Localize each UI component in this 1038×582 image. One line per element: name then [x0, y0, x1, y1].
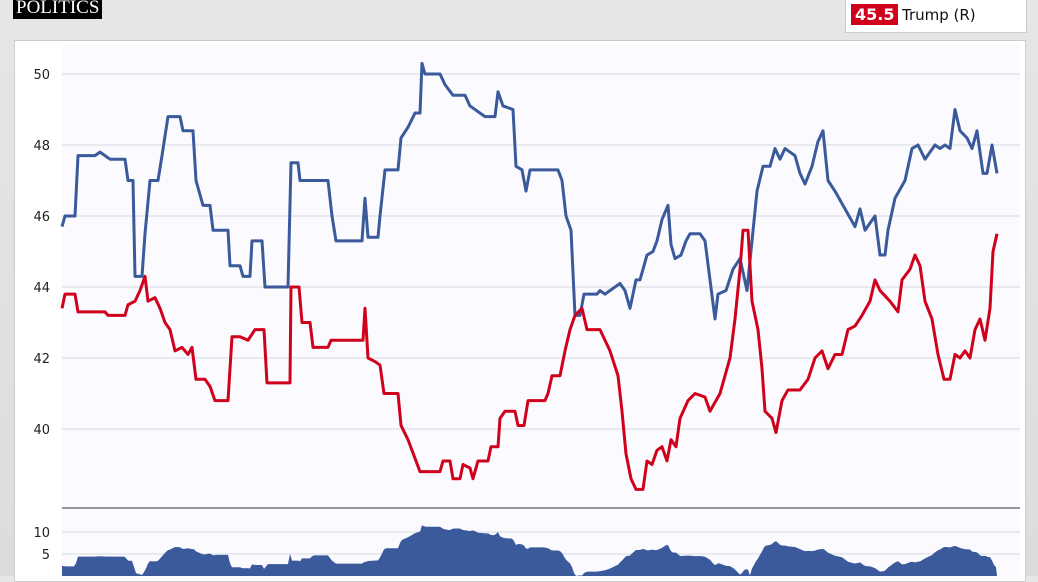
trump-line[interactable]: [60, 228, 999, 491]
legend: 45.5 Trump (R): [845, 0, 1027, 33]
spread-area: [62, 525, 997, 576]
y-tick-label: 44: [33, 281, 50, 296]
trump-value-badge: 45.5: [851, 4, 899, 25]
politics-logo[interactable]: POLITICS: [13, 0, 103, 19]
y-tick-label: 40: [33, 423, 50, 438]
trump-legend-label: Trump (R): [902, 6, 976, 24]
plot-background: [62, 44, 1020, 576]
y-tick-label: 46: [33, 210, 50, 225]
y-tick-label: 42: [33, 352, 50, 367]
y-tick-label: 50: [33, 68, 50, 83]
spread-y-tick-label: 5: [42, 548, 50, 563]
y-tick-label: 48: [33, 139, 50, 154]
spread-y-tick-label: 10: [33, 526, 50, 541]
